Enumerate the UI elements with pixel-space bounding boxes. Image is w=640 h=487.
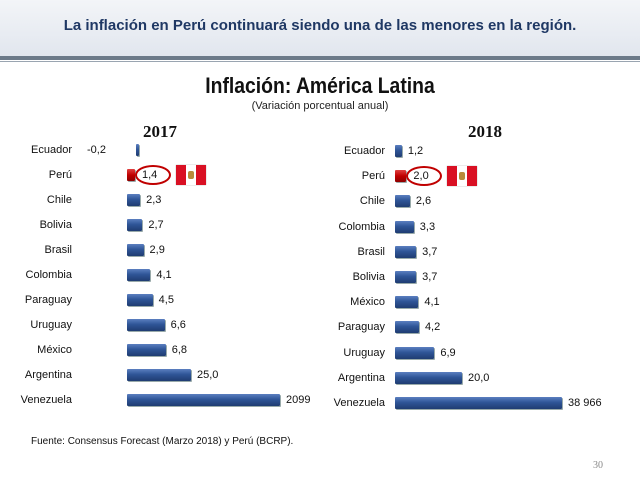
- source-note: Fuente: Consensus Forecast (Marzo 2018) …: [31, 436, 294, 447]
- category-label: Bolivia: [352, 271, 385, 283]
- bar: [127, 394, 280, 406]
- bar: [127, 294, 153, 306]
- bar: [127, 219, 143, 231]
- data-label: 25,0: [197, 369, 219, 381]
- bar: [127, 194, 141, 206]
- bar: [127, 369, 191, 381]
- category-label: Colombia: [25, 269, 72, 281]
- data-label: 6,9: [440, 346, 456, 359]
- peru-flag-icon: [447, 166, 478, 187]
- category-label: Chile: [359, 195, 385, 208]
- bar: [127, 319, 165, 331]
- year-2018-title: 2018: [468, 122, 502, 141]
- data-label: 2,6: [415, 195, 432, 208]
- data-label: 2099: [286, 394, 311, 406]
- highlight-circle: [406, 166, 443, 187]
- data-label: 3,7: [422, 245, 438, 258]
- category-label: Perú: [361, 170, 385, 183]
- bar: [395, 220, 414, 233]
- data-label: 3,3: [419, 220, 436, 233]
- data-label: -0,2: [87, 144, 106, 156]
- data-label: 4,1: [156, 269, 172, 281]
- peru-flag-icon: [175, 165, 206, 185]
- bar: [395, 271, 417, 283]
- bar: [395, 195, 410, 208]
- category-label: Uruguay: [343, 346, 385, 359]
- header-divider-thin: [0, 61, 640, 62]
- bar: [395, 321, 419, 334]
- category-label: Ecuador: [31, 144, 72, 156]
- data-label: 20,0: [468, 371, 490, 384]
- data-label: 4,2: [424, 321, 441, 334]
- category-label: México: [37, 344, 72, 356]
- bar: [127, 344, 166, 356]
- header-bar: La inflación en Perú continuará siendo u…: [0, 0, 640, 56]
- slide-headline: La inflación en Perú continuará siendo u…: [63, 17, 577, 34]
- category-label: Venezuela: [20, 394, 72, 406]
- bar-highlight: [395, 170, 407, 183]
- data-label: 1,2: [407, 145, 424, 157]
- bar: [127, 269, 151, 281]
- category-label: Uruguay: [30, 319, 72, 331]
- chart-title: Inflación: América Latina: [205, 73, 435, 98]
- bar: [395, 346, 435, 359]
- category-label: Colombia: [338, 220, 385, 233]
- bar: [395, 371, 462, 384]
- data-label: 3,7: [422, 271, 438, 283]
- chart-subtitle: (Variación porcentual anual): [251, 100, 389, 112]
- data-label: 4,1: [424, 296, 440, 309]
- bar: [127, 244, 144, 256]
- data-label: 4,5: [158, 294, 174, 306]
- bar: [395, 145, 402, 157]
- highlight-circle: [134, 165, 171, 185]
- category-label: Bolivia: [39, 219, 72, 231]
- category-label: Brasil: [357, 245, 385, 258]
- data-label: 38 966: [568, 397, 602, 409]
- category-label: Ecuador: [344, 145, 385, 157]
- data-label: 2,9: [149, 244, 165, 256]
- bar: [395, 245, 417, 258]
- category-label: Perú: [48, 169, 72, 181]
- bar: [395, 397, 562, 409]
- data-label: 6,6: [170, 319, 186, 331]
- bar-highlight: [127, 169, 135, 181]
- category-label: Venezuela: [333, 397, 385, 409]
- data-label: 6,8: [171, 344, 188, 356]
- data-label: 2,3: [146, 194, 162, 206]
- bar: [136, 144, 139, 156]
- header-divider: [0, 56, 640, 60]
- category-label: Paraguay: [24, 294, 72, 306]
- category-label: Brasil: [44, 244, 72, 256]
- category-label: Argentina: [337, 371, 385, 384]
- page-number: 30: [593, 460, 603, 471]
- year-2017-title: 2017: [143, 122, 177, 141]
- bar: [395, 296, 419, 309]
- category-label: Argentina: [24, 369, 72, 381]
- data-label: 2,7: [148, 219, 164, 231]
- category-label: Chile: [46, 194, 72, 206]
- category-label: Paraguay: [337, 321, 385, 334]
- category-label: México: [350, 296, 385, 309]
